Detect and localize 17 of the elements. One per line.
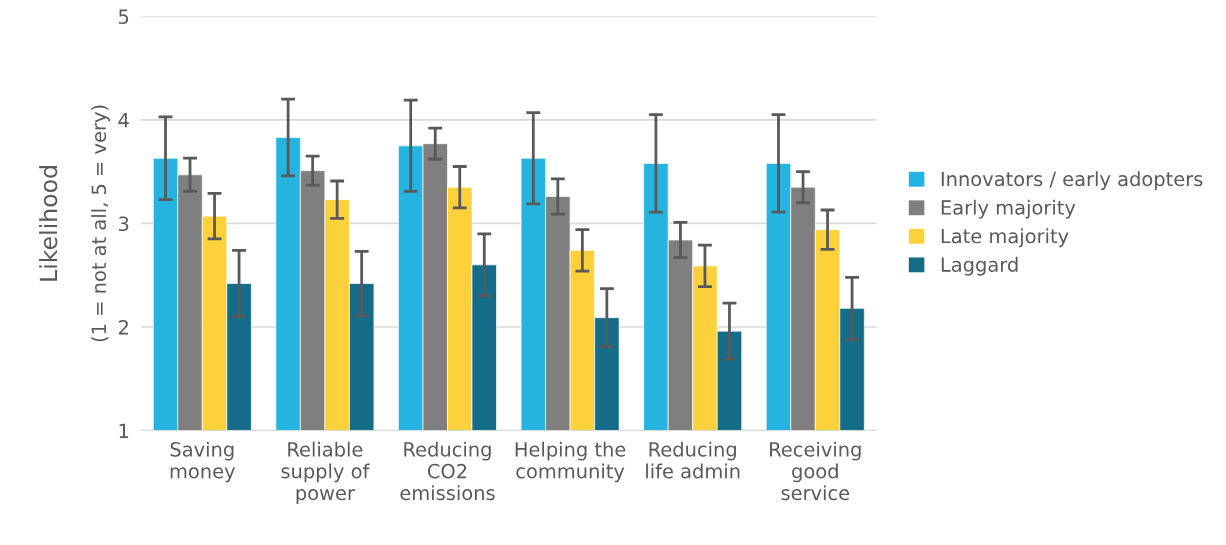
x-tick-label: Saving money — [170, 441, 236, 483]
y-tick-label: 3 — [118, 216, 129, 232]
y-tick-label: 5 — [119, 9, 129, 25]
x-tick-label: Receiving good service — [770, 441, 861, 501]
y-axis-title: Likelihood — [39, 166, 58, 281]
legend-label: Late majority — [941, 228, 1069, 248]
x-tick-label: Reducing CO2 emissions — [400, 441, 495, 501]
legend-label: Early majority — [941, 199, 1076, 219]
y-tick-label: 2 — [118, 319, 128, 335]
x-tick-label: Helping the community — [515, 441, 626, 483]
text: (1 = not at all, 5 = very) — [91, 105, 110, 342]
y-tick-label: 1 — [119, 423, 129, 438]
y-tick-label: 4 — [118, 113, 129, 128]
x-tick-label: Reducing life admin — [646, 441, 740, 479]
legend-label: Laggard — [941, 256, 1018, 276]
x-tick-label: Reliable supply of power — [281, 441, 370, 505]
legend-label: Innovators / early adopters — [941, 171, 1203, 191]
